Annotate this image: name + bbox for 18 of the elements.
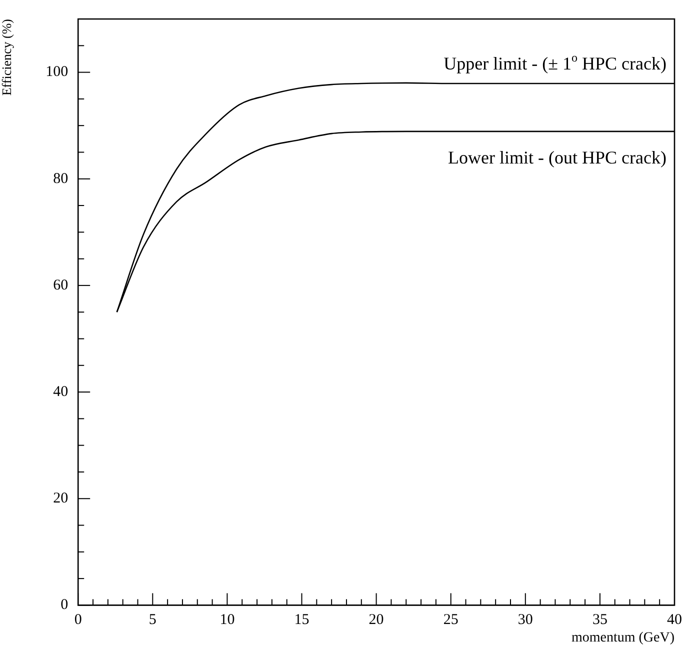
x-tick-label: 35 [592, 612, 608, 628]
x-axis-title: momentum (GeV) [571, 630, 675, 646]
x-tick-label: 5 [148, 612, 156, 628]
x-tick-label: 25 [443, 612, 458, 628]
x-tick-label: 20 [368, 612, 384, 628]
y-axis-title: Efficiency (%) [0, 19, 14, 96]
x-tick-label: 15 [294, 612, 310, 628]
y-tick-label: 80 [53, 170, 68, 187]
y-tick-label: 100 [46, 64, 68, 80]
x-tick-label: 40 [667, 612, 682, 628]
y-tick-label: 60 [53, 277, 68, 294]
series-label: Lower limit - (out HPC crack) [448, 147, 667, 168]
x-tick-label: 10 [220, 612, 235, 628]
x-tick-label: 0 [74, 612, 82, 628]
x-tick-label: 30 [518, 612, 533, 628]
y-tick-label: 40 [53, 384, 68, 400]
y-tick-label: 0 [60, 597, 68, 614]
y-tick-label: 20 [53, 490, 68, 507]
